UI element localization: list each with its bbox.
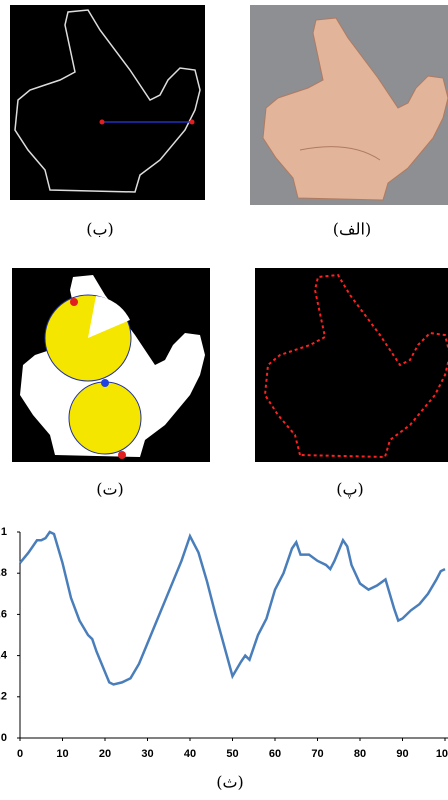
y-tick-label: 1 [1,526,7,538]
x-tick-label: 70 [311,748,323,760]
caption: (ت) [96,480,124,499]
x-tick-label: 60 [269,748,281,760]
caption: (ب) [86,220,114,239]
chart-caption: (ث) [216,773,244,792]
x-tick-label: 40 [184,748,196,760]
panel-p [255,268,448,462]
x-tick-label: 10 [56,748,68,760]
x-tick-label: 0 [17,748,23,760]
page: (ب) (الف) (ت) (پ) (ث) 00.20.40.60.810102… [0,0,448,800]
x-tick-label: 50 [226,748,238,760]
x-tick-label: 20 [99,748,111,760]
x-tick-label: 90 [396,748,408,760]
x-tick-label: 30 [141,748,153,760]
y-tick-label: 0.6 [0,608,7,620]
x-tick-label: 80 [354,748,366,760]
x-tick-label: 100 [436,748,448,760]
y-tick-label: 0.4 [0,650,8,662]
line [20,532,445,684]
y-tick-label: 0.8 [0,567,7,579]
y-tick-label: 0.2 [0,691,7,703]
figure: (ب) (الف) (ت) (پ) (ث) 00.20.40.60.810102… [0,0,448,800]
caption: (الف) [333,220,371,239]
y-tick-label: 0 [1,732,7,744]
panel-t [12,268,210,462]
panel-photo [250,5,448,205]
panel-b [10,5,205,200]
caption: (پ) [336,480,364,499]
